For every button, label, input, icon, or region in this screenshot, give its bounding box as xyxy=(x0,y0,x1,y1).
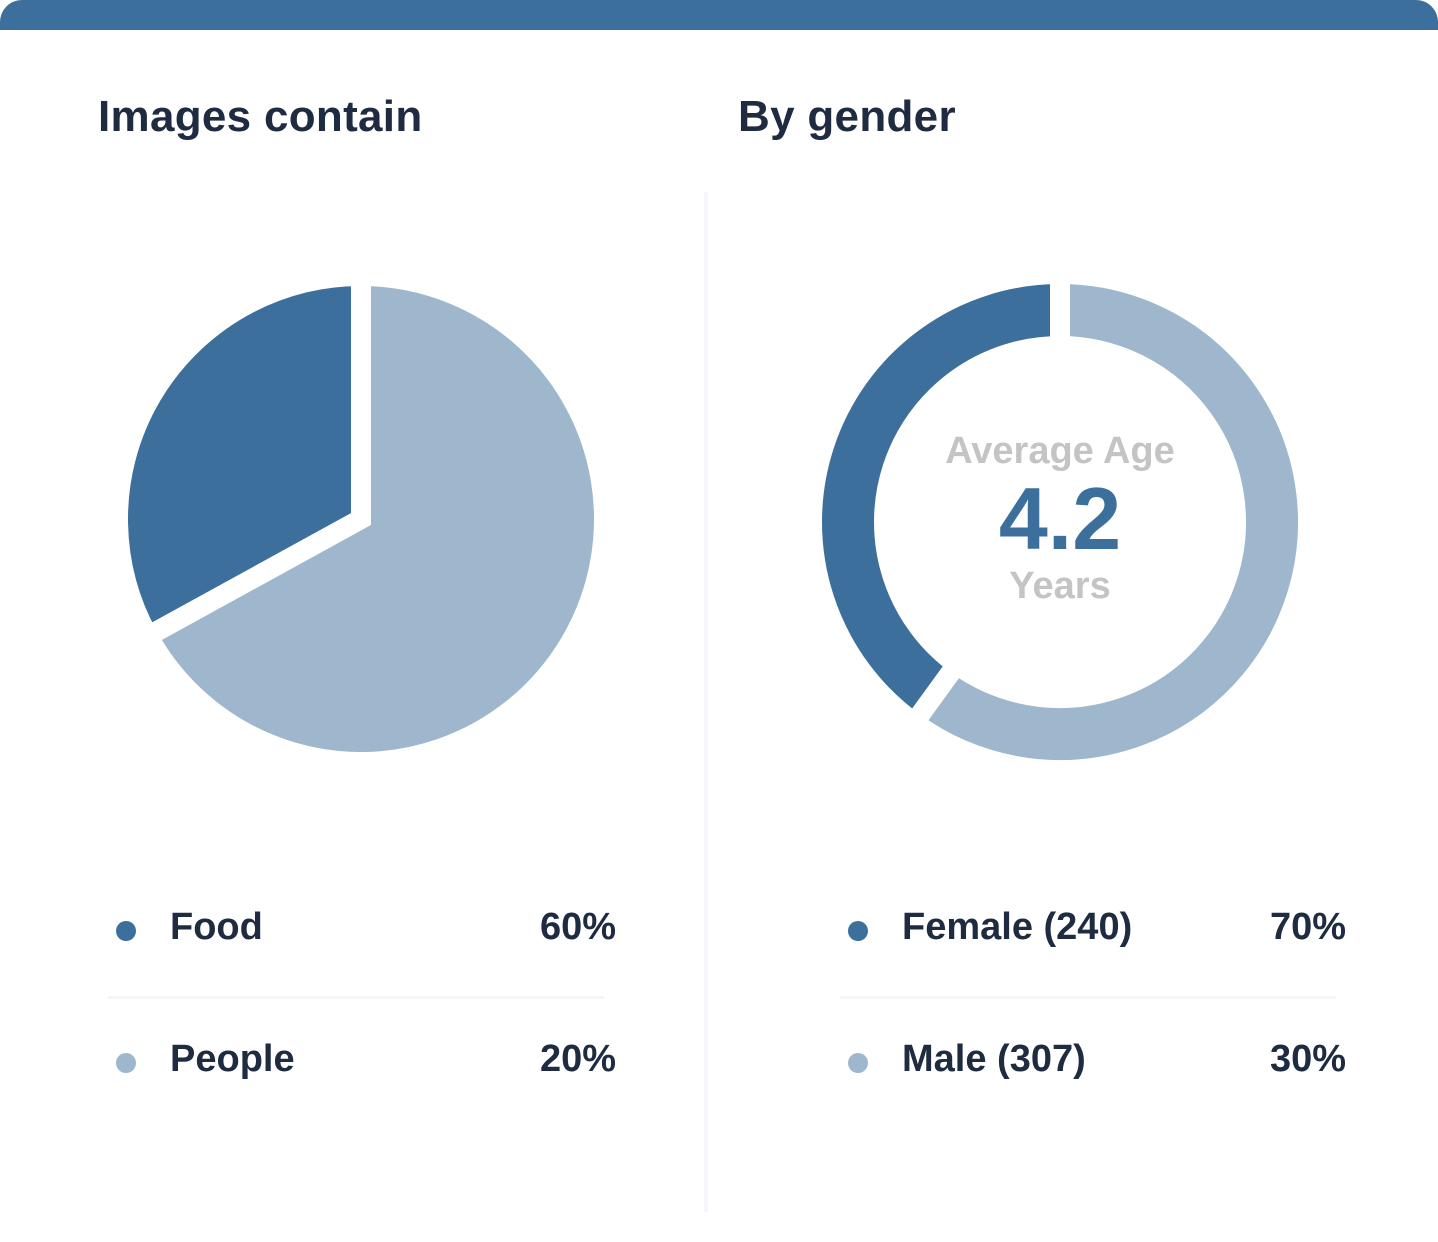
male-dot-icon xyxy=(848,1053,868,1073)
average-age-unit: Years xyxy=(1009,565,1111,607)
header-accent-bar xyxy=(0,0,1438,30)
by-gender-slice-female xyxy=(802,263,1070,737)
legend-divider xyxy=(108,996,604,999)
people-dot-icon xyxy=(116,1053,136,1073)
legend-label: Food xyxy=(170,906,263,948)
legend-item-female: Female (240) 70% xyxy=(840,886,1346,1018)
by-gender-legend: Female (240) 70% Male (307) 30% xyxy=(840,886,1346,1150)
by-gender-title: By gender xyxy=(738,92,956,141)
average-age-block: Average Age 4.2 Years xyxy=(900,430,1220,608)
legend-item-people: People 20% xyxy=(108,1018,616,1150)
panel-divider xyxy=(704,192,708,1212)
female-dot-icon xyxy=(848,921,868,941)
food-dot-icon xyxy=(116,921,136,941)
legend-value: 60% xyxy=(539,906,616,948)
average-age-caption: Average Age xyxy=(945,430,1175,472)
legend-divider xyxy=(840,996,1336,999)
images-contain-slice-food xyxy=(108,265,371,650)
legend-label: People xyxy=(170,1038,295,1080)
images-contain-title: Images contain xyxy=(98,92,423,141)
by-gender-donut-chart xyxy=(802,263,1318,780)
legend-value: 20% xyxy=(539,1038,616,1080)
images-contain-pie-chart xyxy=(108,265,614,772)
by-gender-slice-male xyxy=(900,263,1318,780)
legend-item-male: Male (307) 30% xyxy=(840,1018,1346,1150)
images-contain-slice-people xyxy=(134,265,614,772)
average-age-value: 4.2 xyxy=(998,469,1122,568)
legend-value: 30% xyxy=(1269,1038,1346,1080)
legend-label: Female (240) xyxy=(902,906,1133,948)
legend-item-food: Food 60% xyxy=(108,886,616,1018)
legend-label: Male (307) xyxy=(902,1038,1086,1080)
images-contain-legend: Food 60% People 20% xyxy=(108,886,616,1150)
legend-value: 70% xyxy=(1269,906,1346,948)
